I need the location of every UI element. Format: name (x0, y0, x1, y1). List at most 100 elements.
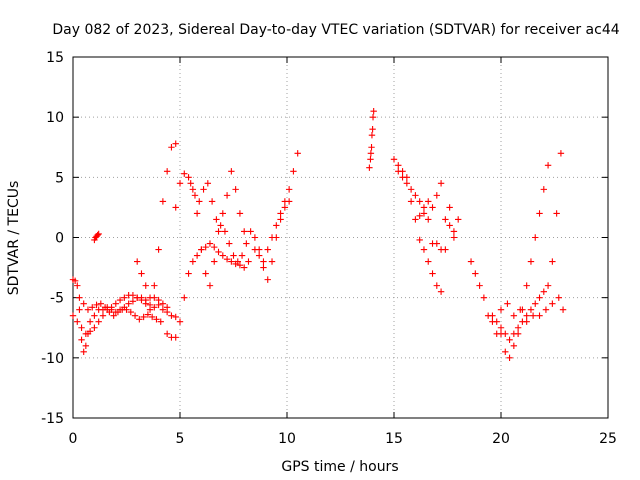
data-point (163, 168, 171, 175)
data-point (193, 252, 201, 259)
data-point (136, 316, 143, 323)
data-point (429, 204, 436, 211)
data-point (527, 306, 535, 313)
data-point (268, 258, 276, 265)
data-point (493, 318, 500, 325)
data-point (366, 164, 373, 171)
data-point (185, 174, 192, 181)
data-point (234, 258, 241, 265)
data-point (536, 210, 543, 217)
data-point (223, 192, 231, 199)
series-short-arc (91, 230, 102, 244)
chart-title: Day 082 of 2023, Sidereal Day-to-day VTE… (52, 22, 619, 38)
data-point (232, 186, 239, 193)
data-point (416, 212, 423, 220)
data-point (238, 252, 246, 259)
data-point (510, 342, 518, 349)
x-tick-label: 15 (385, 431, 403, 447)
data-point (95, 318, 102, 325)
data-point (281, 204, 289, 211)
data-point (125, 300, 132, 307)
x-tick-label: 5 (176, 431, 185, 447)
data-point (129, 298, 137, 305)
data-point (549, 300, 556, 307)
data-point (172, 313, 179, 321)
data-point (228, 168, 235, 175)
data-point (69, 312, 77, 319)
data-point (71, 277, 79, 285)
data-point (425, 258, 432, 265)
data-point (176, 318, 184, 325)
data-point (123, 306, 130, 313)
data-point (187, 180, 194, 187)
data-point (217, 222, 224, 229)
data-point (450, 228, 458, 235)
data-point (236, 210, 244, 217)
data-point (181, 170, 188, 177)
data-point (193, 210, 201, 217)
data-point (281, 198, 289, 205)
data-point (129, 292, 137, 299)
data-point (506, 336, 513, 343)
x-tick-label: 0 (69, 431, 78, 447)
data-point (370, 107, 377, 115)
data-point (168, 312, 175, 319)
data-point (138, 296, 145, 304)
series-early-arc-C (76, 294, 164, 325)
series-afternoon-arc-B (395, 168, 462, 253)
series-midday-arc-C (187, 180, 293, 283)
data-point (211, 258, 218, 265)
series-midday-arc-B (172, 168, 248, 289)
series-late-arc-B (489, 150, 565, 343)
data-point (221, 228, 229, 235)
data-point (106, 308, 113, 316)
data-point (399, 174, 406, 181)
data-point (506, 354, 513, 362)
y-axis-label: SDTVAR / TECUs (6, 181, 22, 296)
data-point (146, 306, 154, 313)
data-point (412, 192, 419, 199)
data-point (91, 312, 98, 319)
data-point (159, 306, 167, 313)
x-tick-label: 20 (492, 431, 510, 447)
data-point (172, 140, 179, 147)
data-point (168, 144, 175, 151)
ticks (72, 56, 609, 419)
data-point (140, 313, 147, 321)
data-point (127, 308, 134, 316)
data-point (247, 228, 254, 235)
data-point (131, 312, 139, 319)
data-point (80, 300, 87, 307)
y-tick-label: -10 (41, 351, 64, 367)
data-point (542, 306, 550, 313)
data-point (294, 150, 301, 157)
data-point (74, 282, 81, 289)
series-late-arc (467, 162, 552, 362)
data-point (514, 324, 522, 331)
data-point (82, 330, 90, 337)
data-point (189, 186, 197, 193)
series-late-arc-C (497, 294, 567, 325)
data-point (93, 301, 100, 309)
data-point (76, 306, 83, 313)
series-spike-arc (134, 140, 179, 313)
data-point (536, 294, 543, 301)
data-point (544, 162, 552, 169)
y-tick-label: 0 (55, 231, 64, 247)
data-point (213, 216, 220, 223)
data-point (159, 198, 167, 205)
data-point (241, 228, 248, 235)
data-point (200, 186, 207, 193)
data-point (504, 300, 511, 307)
data-point (277, 216, 284, 223)
data-point (185, 270, 192, 277)
data-point (163, 308, 171, 316)
y-tick-labels: -15 -10 -5 0 5 10 15 (41, 50, 64, 427)
data-point (144, 311, 152, 318)
data-point (517, 306, 524, 313)
data-point (121, 294, 128, 301)
data-point (264, 276, 271, 283)
data-point (467, 258, 475, 265)
